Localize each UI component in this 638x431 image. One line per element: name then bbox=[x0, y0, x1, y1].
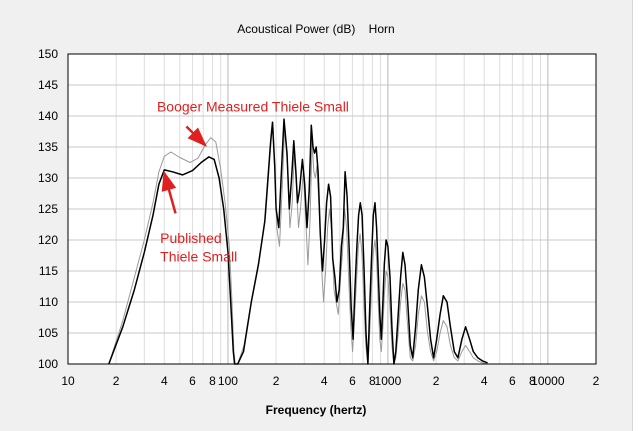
y-tick-label: 110 bbox=[39, 295, 58, 309]
y-tick-label: 130 bbox=[38, 171, 58, 185]
annotations: Booger Measured Thiele Small Published Thi… bbox=[157, 99, 349, 265]
x-tick-label: 8 bbox=[529, 374, 536, 388]
x-tick-label: 1000 bbox=[375, 374, 402, 388]
x-tick-label: 100 bbox=[218, 374, 238, 388]
y-tick-label: 105 bbox=[38, 326, 58, 340]
x-tick-label: 4 bbox=[161, 374, 168, 388]
y-tick-label: 150 bbox=[38, 47, 58, 61]
y-axis-ticks: 100 105 110 115 120 125 130 135 140 145 150 bbox=[38, 47, 58, 371]
annotation-label: Booger Measured Thiele Small bbox=[157, 99, 349, 115]
x-tick-label: 8 bbox=[369, 374, 376, 388]
x-tick-label: 10 bbox=[61, 374, 75, 388]
chart-title: Acoustical Power (dB) Horn bbox=[237, 22, 394, 36]
x-tick-label: 6 bbox=[349, 374, 356, 388]
annotation-arrow bbox=[161, 170, 177, 214]
x-axis-title: Frequency (hertz) bbox=[266, 403, 367, 417]
x-tick-label: 2 bbox=[433, 374, 440, 388]
x-tick-label: 4 bbox=[481, 374, 488, 388]
annotation-label: Thiele Small bbox=[160, 249, 237, 265]
x-tick-label: 6 bbox=[509, 374, 516, 388]
series-line-published bbox=[108, 118, 488, 365]
x-tick-label: 2 bbox=[113, 374, 120, 388]
x-tick-label: 6 bbox=[189, 374, 196, 388]
y-tick-label: 135 bbox=[38, 140, 58, 154]
window-edge bbox=[632, 0, 638, 431]
y-tick-label: 125 bbox=[38, 202, 58, 216]
x-tick-label: 2 bbox=[273, 374, 280, 388]
x-tick-label: 4 bbox=[321, 374, 328, 388]
x-tick-label: 10000 bbox=[531, 374, 565, 388]
annotation-label: Published bbox=[160, 230, 222, 246]
y-tick-label: 140 bbox=[38, 109, 58, 123]
y-tick-label: 100 bbox=[38, 357, 58, 371]
y-tick-label: 120 bbox=[38, 233, 58, 247]
annotation-arrow bbox=[185, 125, 207, 147]
plot-frame bbox=[67, 53, 597, 365]
y-tick-label: 115 bbox=[39, 264, 58, 278]
y-tick-label: 145 bbox=[38, 78, 58, 92]
x-tick-label: 8 bbox=[209, 374, 216, 388]
x-tick-label: 2 bbox=[593, 374, 600, 388]
